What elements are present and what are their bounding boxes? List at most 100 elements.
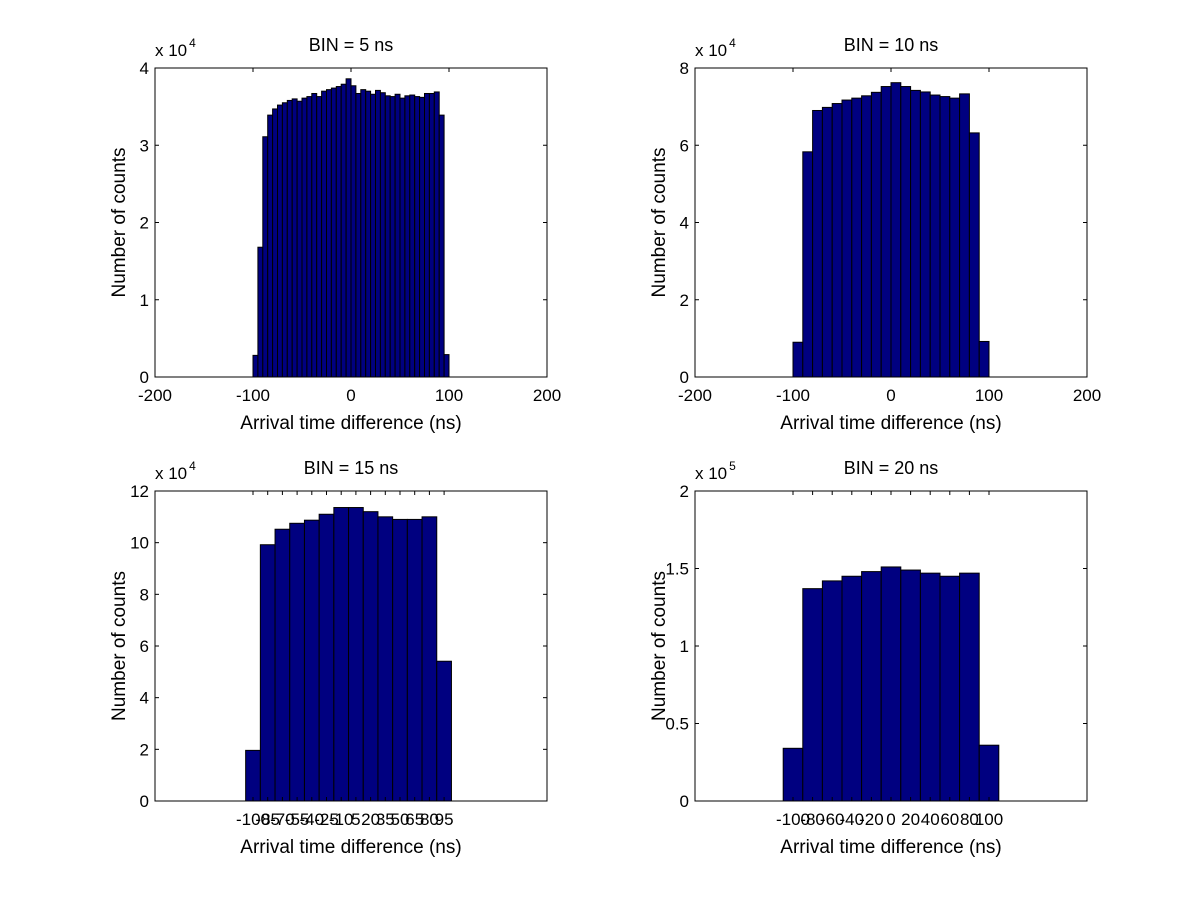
x-tick-label: 0	[346, 386, 355, 405]
histogram-bar	[959, 572, 980, 802]
histogram-bar	[340, 83, 347, 378]
histogram-bar	[252, 354, 259, 378]
y-axis-multiplier: x 10	[155, 464, 187, 483]
y-tick-label: 2	[680, 291, 689, 310]
histogram-bar	[861, 571, 882, 802]
histogram-bar	[377, 516, 394, 802]
y-tick-label: 0	[680, 792, 689, 811]
histogram-bar	[306, 96, 313, 378]
x-tick-label: -10	[329, 810, 354, 829]
y-tick-label: 4	[680, 214, 689, 233]
x-tick-label: 100	[975, 386, 1003, 405]
histogram-bar	[880, 566, 902, 802]
x-tick-label: 100	[975, 810, 1003, 829]
x-tick-label: 50	[391, 810, 410, 829]
histogram-bar	[345, 78, 352, 378]
y-tick-label: 10	[130, 534, 149, 553]
chart-title: BIN = 10 ns	[844, 35, 939, 55]
y-tick-label: 12	[130, 482, 149, 501]
x-tick-label: -100	[776, 810, 810, 829]
x-tick-label: -40	[300, 810, 325, 829]
histogram-bar	[919, 572, 941, 802]
histogram-bar	[316, 96, 323, 378]
histogram-bar	[311, 92, 318, 378]
x-tick-label: -100	[236, 810, 270, 829]
histogram-bar	[330, 87, 337, 378]
histogram-bar	[438, 114, 445, 378]
chart-title: BIN = 15 ns	[304, 458, 399, 478]
x-tick-label: 0	[886, 386, 895, 405]
y-tick-label: 1	[140, 291, 149, 310]
histogram-bar	[919, 91, 931, 378]
histogram-bar	[296, 100, 303, 378]
x-tick-label: -40	[840, 810, 865, 829]
histogram-bar	[335, 86, 342, 378]
x-axis-label: Arrival time difference (ns)	[240, 837, 461, 858]
histogram-bar	[365, 90, 372, 378]
y-tick-label: 2	[140, 214, 149, 233]
histogram-bar	[831, 103, 843, 378]
histogram-bar	[272, 108, 279, 378]
histogram-bar	[277, 104, 283, 378]
histogram-bar	[929, 94, 941, 378]
histogram-bar	[424, 92, 430, 378]
histogram-bar	[821, 106, 833, 378]
histogram-bar	[841, 99, 853, 378]
histogram-bar	[370, 93, 377, 378]
histogram-bar	[782, 747, 804, 802]
histogram-bar	[286, 99, 293, 378]
histogram-bar	[433, 91, 440, 378]
histogram-bar	[303, 519, 320, 802]
histogram-bar	[978, 340, 990, 378]
x-tick-label: -55	[285, 810, 310, 829]
chart-title: BIN = 5 ns	[309, 35, 394, 55]
histogram-bar	[851, 97, 863, 378]
histogram-bar	[392, 518, 408, 802]
x-axis-label: Arrival time difference (ns)	[240, 413, 461, 434]
histogram-bar	[301, 97, 308, 378]
x-tick-label: -200	[678, 386, 712, 405]
x-tick-label: -85	[255, 810, 280, 829]
y-tick-label: 4	[140, 59, 149, 78]
y-tick-label: 8	[140, 585, 149, 604]
histogram-bar	[257, 246, 264, 378]
x-tick-label: 80	[420, 810, 439, 829]
x-axis-label: Arrival time difference (ns)	[780, 837, 1001, 858]
histogram-bar	[428, 92, 435, 378]
histogram-bar	[792, 341, 804, 378]
y-axis-exponent: 4	[189, 459, 196, 473]
histogram-bar	[959, 93, 970, 378]
y-axis-exponent: 4	[729, 36, 736, 50]
histogram-bar	[362, 511, 379, 802]
histogram-bar	[861, 95, 872, 378]
x-tick-label: -20	[859, 810, 884, 829]
histogram-bar	[812, 109, 823, 378]
x-tick-label: -100	[236, 386, 270, 405]
y-axis-multiplier: x 10	[695, 464, 727, 483]
histogram-bar	[291, 98, 298, 378]
histogram-bar	[910, 89, 921, 378]
histogram-bar	[289, 522, 305, 802]
histogram-bar	[949, 97, 961, 378]
histogram-bar	[259, 544, 276, 802]
histogram-bar	[841, 575, 863, 802]
x-tick-label: -70	[270, 810, 295, 829]
histogram-bar	[890, 82, 902, 378]
histogram-bar	[321, 90, 328, 378]
x-tick-label: 40	[921, 810, 940, 829]
histogram-bar	[384, 95, 391, 378]
histogram-bar	[404, 95, 411, 378]
y-tick-label: 4	[140, 689, 149, 708]
histogram-bar	[318, 513, 335, 802]
y-tick-label: 2	[680, 482, 689, 501]
histogram-bar	[379, 92, 386, 378]
x-tick-label: 5	[351, 810, 360, 829]
y-axis-exponent: 5	[729, 459, 736, 473]
histogram-bar	[350, 85, 357, 378]
y-tick-label: 0.5	[665, 715, 689, 734]
histogram-bar	[348, 507, 364, 802]
histogram-bar	[406, 518, 423, 802]
histogram-bar	[421, 516, 438, 802]
